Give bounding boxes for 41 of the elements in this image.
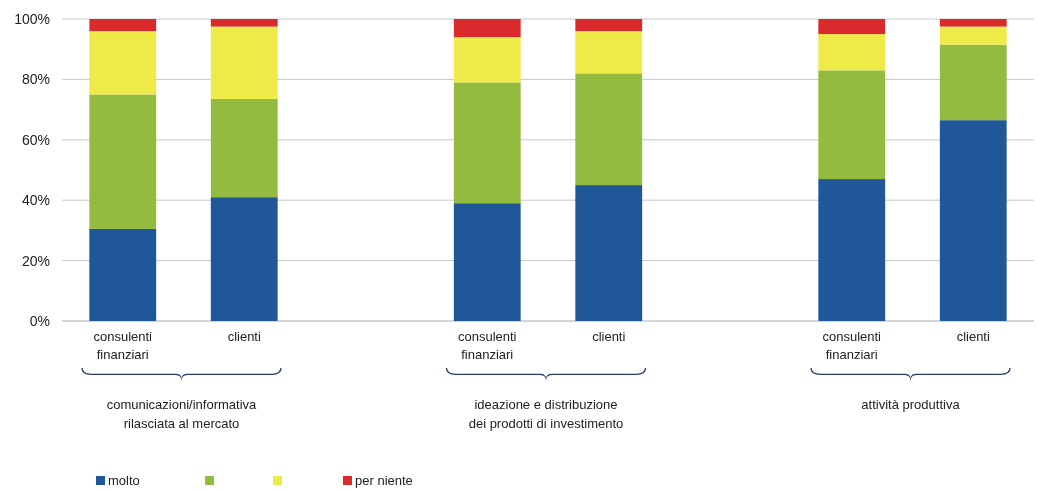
bar (939, 44, 1007, 121)
bar (89, 228, 157, 321)
bar (818, 19, 886, 35)
y-tick-label: 20% (21, 252, 50, 269)
text: ideazione e distribuzione dei prodotti di investimento (468, 397, 624, 431)
x-tick-label: consulenti finanziari (822, 329, 882, 362)
y-tick-label: 0% (29, 312, 50, 329)
bar (818, 70, 886, 180)
text: attività produttiva (861, 397, 961, 412)
x-tick-label: clienti (227, 329, 261, 344)
legend-label: molto (108, 473, 140, 488)
x-tick-label: clienti (592, 329, 626, 344)
y-tick-label: 60% (21, 131, 50, 148)
y-tick-label: 100% (14, 10, 50, 27)
legend-label: per niente (355, 473, 413, 488)
bar (575, 31, 643, 74)
bar (89, 94, 157, 229)
bar (453, 19, 521, 38)
bar (210, 99, 278, 198)
bar (818, 179, 886, 321)
bar (575, 73, 643, 186)
bar (818, 34, 886, 71)
bar (939, 26, 1007, 45)
bar (939, 120, 1007, 321)
bar (453, 82, 521, 204)
bar (89, 19, 157, 32)
x-tick-label: consulenti finanziari (93, 329, 153, 362)
bar (210, 197, 278, 321)
bar (210, 26, 278, 100)
bar (939, 19, 1007, 27)
bar (210, 19, 278, 27)
bar (453, 37, 521, 83)
x-tick-label: consulenti finanziari (457, 329, 517, 362)
bar (453, 203, 521, 321)
x-tick-label: clienti (956, 329, 990, 344)
y-tick-label: 40% (21, 192, 50, 209)
bar (89, 31, 157, 95)
bar (575, 185, 643, 321)
text: comunicazioni/informativa rilasciata al mercato (106, 397, 258, 431)
y-tick-label: 80% (21, 71, 50, 88)
bar (575, 19, 643, 32)
